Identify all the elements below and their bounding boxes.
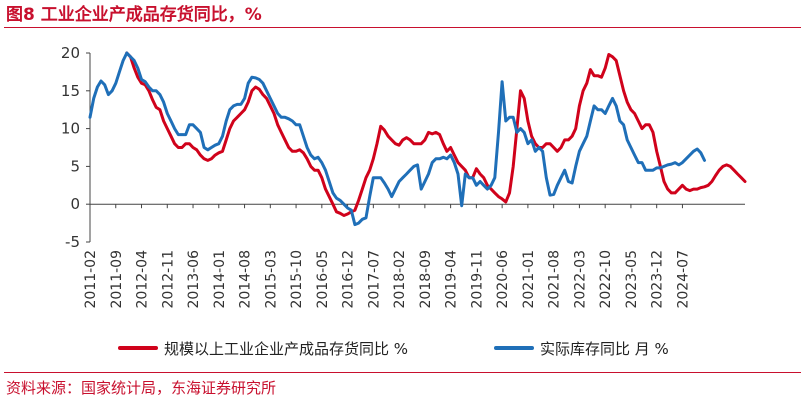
y-tick-label: -5 — [65, 233, 80, 251]
x-tick-label: 2023-05 — [624, 250, 640, 309]
x-tick-label: 2015-10 — [289, 250, 305, 309]
x-tick-label: 2016-05 — [315, 250, 331, 309]
y-tick-label: 10 — [61, 120, 80, 138]
source-divider — [4, 372, 801, 373]
x-tick-label: 2011-02 — [83, 250, 99, 309]
legend-swatch-red — [118, 346, 158, 350]
legend-swatch-blue — [494, 346, 534, 350]
x-tick-label: 2012-04 — [135, 250, 151, 309]
x-tick-label: 2020-06 — [495, 250, 511, 309]
chart-legend: 规模以上工业企业产成品存货同比 % 实际库存同比 月 % — [0, 335, 805, 361]
series-line-inventory-yoy — [125, 51, 747, 217]
x-tick-label: 2014-08 — [238, 250, 254, 309]
x-tick-label: 2015-03 — [263, 250, 279, 309]
x-tick-label: 2021-08 — [547, 250, 563, 309]
x-tick-label: 2021-01 — [521, 250, 537, 309]
y-tick-label: 0 — [70, 195, 80, 213]
y-tick-label: 5 — [70, 157, 80, 175]
x-tick-label: 2018-09 — [418, 250, 434, 309]
x-tick-label: 2013-06 — [186, 250, 202, 309]
y-tick-label: 15 — [61, 82, 80, 100]
title-underline — [4, 27, 320, 28]
legend-label: 实际库存同比 月 % — [540, 339, 669, 358]
x-tick-label: 2014-01 — [212, 250, 228, 309]
x-tick-label: 2018-02 — [392, 250, 408, 309]
x-tick-label: 2022-03 — [572, 250, 588, 309]
x-tick-label: 2011-09 — [109, 250, 125, 309]
chart-title: 图8 工业企业产成品存货同比，% — [6, 5, 262, 25]
legend-label: 规模以上工业企业产成品存货同比 % — [164, 339, 409, 358]
x-tick-label: 2016-12 — [341, 250, 357, 309]
x-tick-label: 2017-07 — [366, 250, 382, 309]
x-tick-label: 2022-10 — [598, 250, 614, 309]
source-note: 资料来源：国家统计局，东海证券研究所 — [6, 379, 277, 397]
x-tick-label: 2019-11 — [469, 250, 485, 309]
x-tick-label: 2023-12 — [650, 250, 666, 309]
legend-item-real-inventory: 实际库存同比 月 % — [494, 335, 669, 361]
y-tick-label: 20 — [61, 44, 80, 62]
title-divider — [320, 27, 801, 28]
series-line-real-inventory — [88, 51, 706, 227]
x-tick-label: 2019-04 — [444, 250, 460, 309]
x-tick-label: 2024-07 — [675, 250, 691, 309]
legend-item-inventory-yoy: 规模以上工业企业产成品存货同比 % — [118, 335, 408, 361]
x-tick-label: 2012-11 — [160, 250, 176, 309]
